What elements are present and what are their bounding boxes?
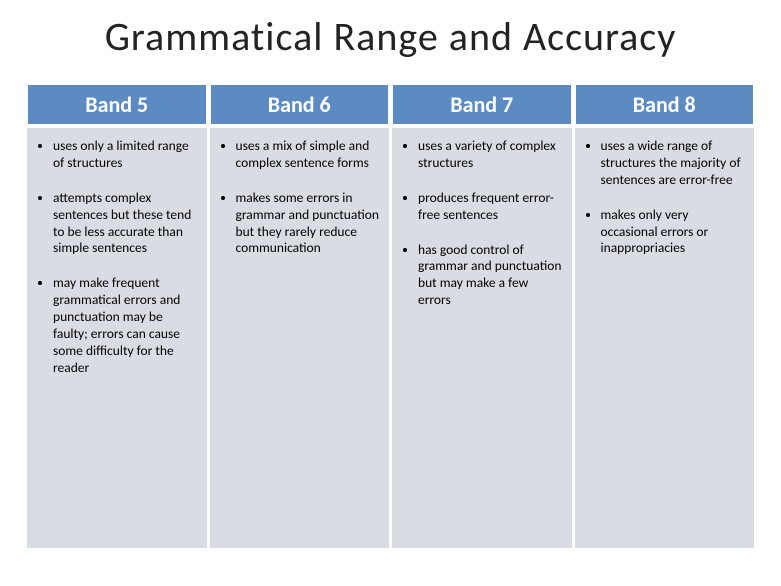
page-title: Grammatical Range and Accuracy — [0, 12, 781, 61]
cell-band7: uses a variety of complex structures pro… — [392, 128, 572, 548]
band-table: Band 5 Band 6 Band 7 Band 8 uses only a … — [24, 81, 757, 551]
col-header-band6: Band 6 — [210, 84, 390, 125]
bullet: uses only a limited range of structures — [53, 138, 197, 172]
bullet: uses a wide range of structures the majo… — [601, 138, 745, 189]
col-header-band7: Band 7 — [392, 84, 572, 125]
bullet: uses a variety of complex structures — [418, 138, 562, 172]
bullet: makes only very occasional errors or ina… — [601, 207, 745, 258]
bullets-band7: uses a variety of complex structures pro… — [400, 138, 562, 309]
bullet: may make frequent grammatical errors and… — [53, 275, 197, 376]
col-header-band8: Band 8 — [575, 84, 755, 125]
bullets-band6: uses a mix of simple and complex sentenc… — [218, 138, 380, 257]
bullet: attempts complex sentences but these ten… — [53, 190, 197, 258]
header-row: Band 5 Band 6 Band 7 Band 8 — [27, 84, 754, 125]
body-row: uses only a limited range of structures … — [27, 128, 754, 548]
bullet: has good control of grammar and punctuat… — [418, 242, 562, 310]
cell-band6: uses a mix of simple and complex sentenc… — [210, 128, 390, 548]
cell-band5: uses only a limited range of structures … — [27, 128, 207, 548]
cell-band8: uses a wide range of structures the majo… — [575, 128, 755, 548]
col-header-band5: Band 5 — [27, 84, 207, 125]
band-table-wrap: Band 5 Band 6 Band 7 Band 8 uses only a … — [0, 81, 781, 551]
bullet: makes some errors in grammar and punctua… — [236, 190, 380, 258]
bullet: produces frequent error-free sentences — [418, 190, 562, 224]
bullets-band8: uses a wide range of structures the majo… — [583, 138, 745, 257]
bullets-band5: uses only a limited range of structures … — [35, 138, 197, 377]
bullet: uses a mix of simple and complex sentenc… — [236, 138, 380, 172]
